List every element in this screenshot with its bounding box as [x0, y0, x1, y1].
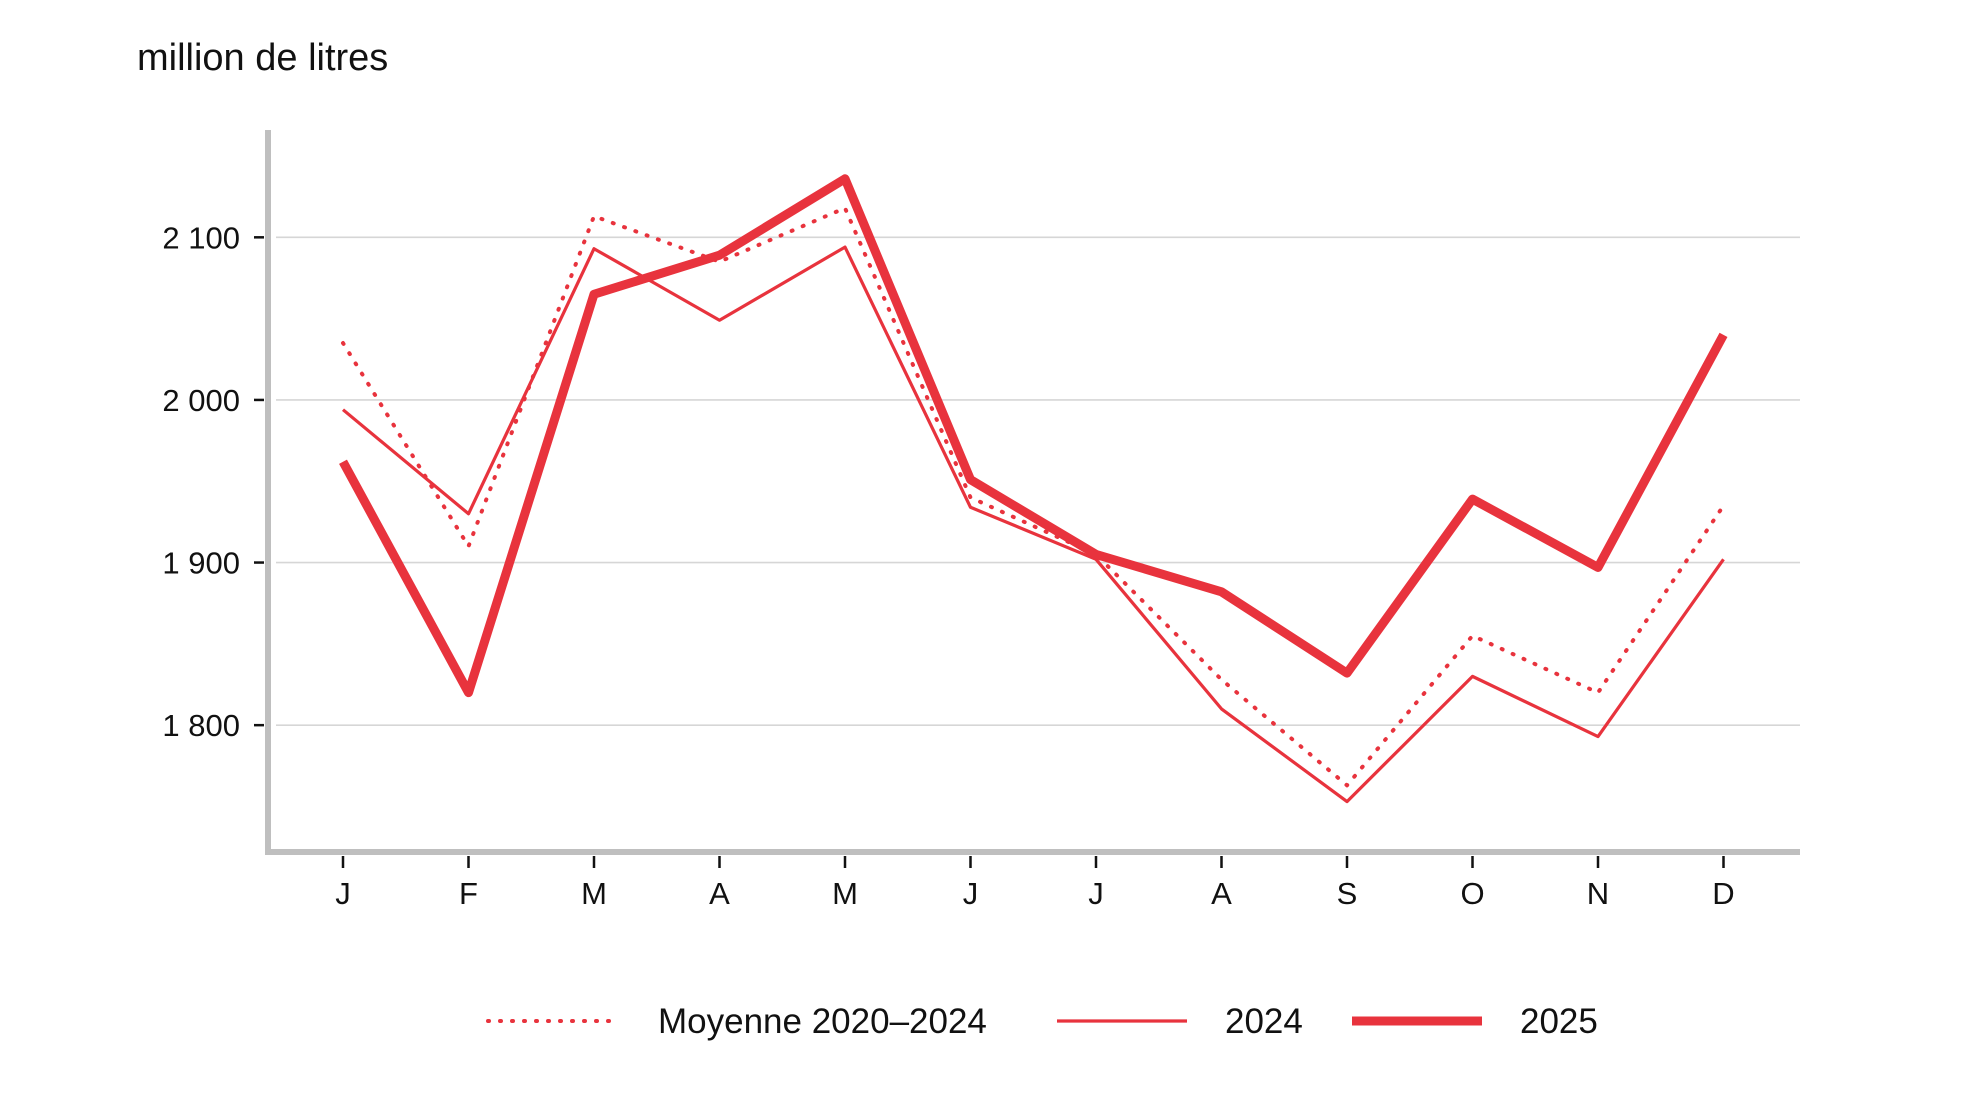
series-line-thick	[339, 174, 1728, 698]
legend-label: 2025	[1520, 1002, 1598, 1041]
y-tick-label: 2 000	[162, 383, 240, 418]
x-tick-label: M	[832, 876, 858, 911]
x-tick-label: J	[1088, 876, 1104, 911]
y-tick-label: 1 800	[162, 708, 240, 743]
x-tick-label: N	[1587, 876, 1609, 911]
x-tick-label: S	[1337, 876, 1358, 911]
series-line-thin	[341, 245, 1725, 804]
y-tick-label: 1 900	[162, 546, 240, 581]
legend-label: 2024	[1225, 1002, 1303, 1041]
unit-label: million de litres	[137, 37, 388, 79]
series-line-dotted	[341, 206, 1726, 788]
x-tick-label: J	[335, 876, 351, 911]
x-tick-label: F	[459, 876, 478, 911]
axes: 1 800 1 900 2 000 2 100 J F M A M J J A S O N D	[162, 130, 1800, 911]
legend: Moyenne 2020–2024 2024 2025	[486, 1002, 1598, 1041]
x-tick-label: A	[1211, 876, 1232, 911]
grid-lines	[276, 236, 1800, 726]
x-tick-label: A	[709, 876, 730, 911]
x-tick-label: J	[963, 876, 979, 911]
y-tick-label: 2 100	[162, 220, 240, 255]
legend-label: Moyenne 2020–2024	[658, 1002, 987, 1041]
x-tick-label: O	[1460, 876, 1484, 911]
series-lines	[339, 174, 1728, 804]
x-tick-label: D	[1712, 876, 1734, 911]
x-tick-label: M	[581, 876, 607, 911]
